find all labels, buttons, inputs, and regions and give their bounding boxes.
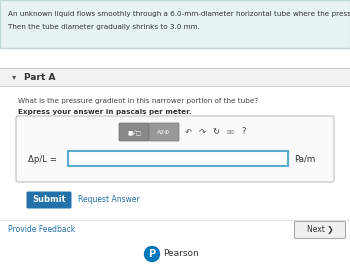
Bar [0, 68, 350, 86]
Text: Provide Feedback: Provide Feedback [8, 225, 75, 235]
Bar [0, 0, 350, 48]
Text: ■√□: ■√□ [127, 129, 141, 135]
Text: Part A: Part A [24, 73, 56, 82]
FancyBboxPatch shape [119, 123, 149, 141]
Text: Express your answer in pascals per meter.: Express your answer in pascals per meter… [18, 109, 191, 115]
Text: Submit: Submit [32, 196, 66, 204]
Text: Request Answer: Request Answer [78, 196, 140, 204]
Text: Δp/L =: Δp/L = [28, 154, 57, 164]
Text: Pa/m: Pa/m [294, 154, 315, 164]
FancyBboxPatch shape [149, 123, 179, 141]
Text: ↻: ↻ [212, 128, 219, 136]
Text: ?: ? [242, 128, 246, 136]
Text: ✉: ✉ [226, 128, 233, 136]
Circle shape [145, 246, 160, 261]
Text: P: P [148, 249, 155, 259]
Text: AΣΦ: AΣΦ [158, 129, 171, 134]
Text: ↶: ↶ [184, 128, 191, 136]
Text: Then the tube diameter gradually shrinks to 3.0 mm.: Then the tube diameter gradually shrinks… [8, 24, 200, 30]
Text: Next ❯: Next ❯ [307, 225, 333, 235]
Text: ▾: ▾ [12, 73, 16, 82]
FancyBboxPatch shape [27, 192, 71, 208]
Text: What is the pressure gradient in this narrower portion of the tube?: What is the pressure gradient in this na… [18, 98, 258, 104]
FancyBboxPatch shape [294, 221, 345, 239]
Text: Pearson: Pearson [163, 250, 199, 259]
FancyBboxPatch shape [16, 116, 334, 182]
Text: ↷: ↷ [198, 128, 205, 136]
Bar [68, 151, 288, 166]
Text: An unknown liquid flows smoothly through a 6.0-mm-diameter horizontal tube where: An unknown liquid flows smoothly through… [8, 11, 350, 17]
